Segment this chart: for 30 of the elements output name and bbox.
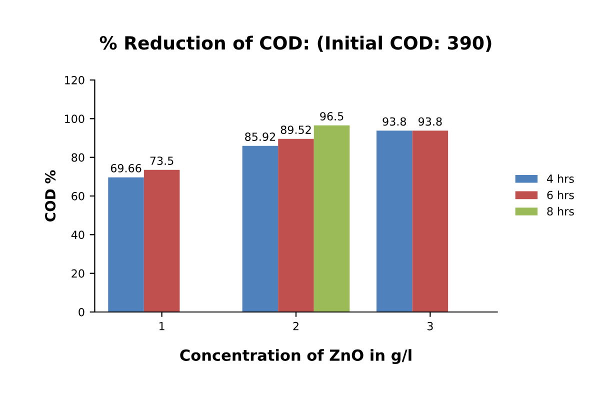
y-tick-label: 100	[65, 114, 84, 124]
y-tick-label: 40	[71, 230, 84, 240]
x-tick-label: 1	[160, 322, 164, 330]
data-label: 85.92	[245, 132, 276, 141]
x-tick-label: 3	[428, 322, 433, 330]
data-label: 93.8	[382, 117, 406, 126]
chart-title: % Reduction of COD: (Initial COD: 390)	[100, 36, 492, 52]
bar	[108, 177, 144, 312]
bar	[278, 138, 314, 312]
y-tick-label: 120	[65, 76, 84, 84]
data-label: 73.5	[150, 156, 174, 165]
y-tick-label: 80	[72, 153, 84, 162]
x-tick-label: 2	[293, 322, 298, 330]
y-axis-title: COD %	[45, 170, 56, 222]
bar	[412, 130, 448, 312]
y-tick-label: 60	[72, 192, 84, 200]
data-label: 93.8	[418, 117, 442, 126]
y-tick-label: 20	[72, 269, 84, 278]
y-tick-label: 0	[78, 308, 84, 316]
bar	[144, 170, 180, 312]
x-axis-title: Concentration of ZnO in g/l	[180, 349, 412, 364]
legend-label: 8 hrs	[547, 206, 574, 216]
bar	[314, 125, 350, 312]
data-label: 89.52	[280, 126, 311, 134]
bar	[242, 146, 278, 312]
legend-label: 6 hrs	[547, 190, 574, 200]
legend-label: 4 hrs	[546, 174, 574, 183]
data-label: 96.5	[320, 112, 344, 121]
data-label: 69.66	[110, 164, 142, 172]
bar	[376, 130, 412, 312]
